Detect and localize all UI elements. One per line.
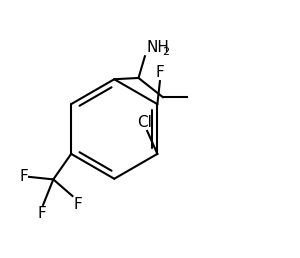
Text: F: F xyxy=(38,206,46,221)
Text: F: F xyxy=(74,197,82,212)
Text: F: F xyxy=(155,65,164,80)
Text: 2: 2 xyxy=(162,47,169,57)
Text: Cl: Cl xyxy=(137,115,152,130)
Text: NH: NH xyxy=(146,40,169,55)
Text: F: F xyxy=(19,169,28,184)
